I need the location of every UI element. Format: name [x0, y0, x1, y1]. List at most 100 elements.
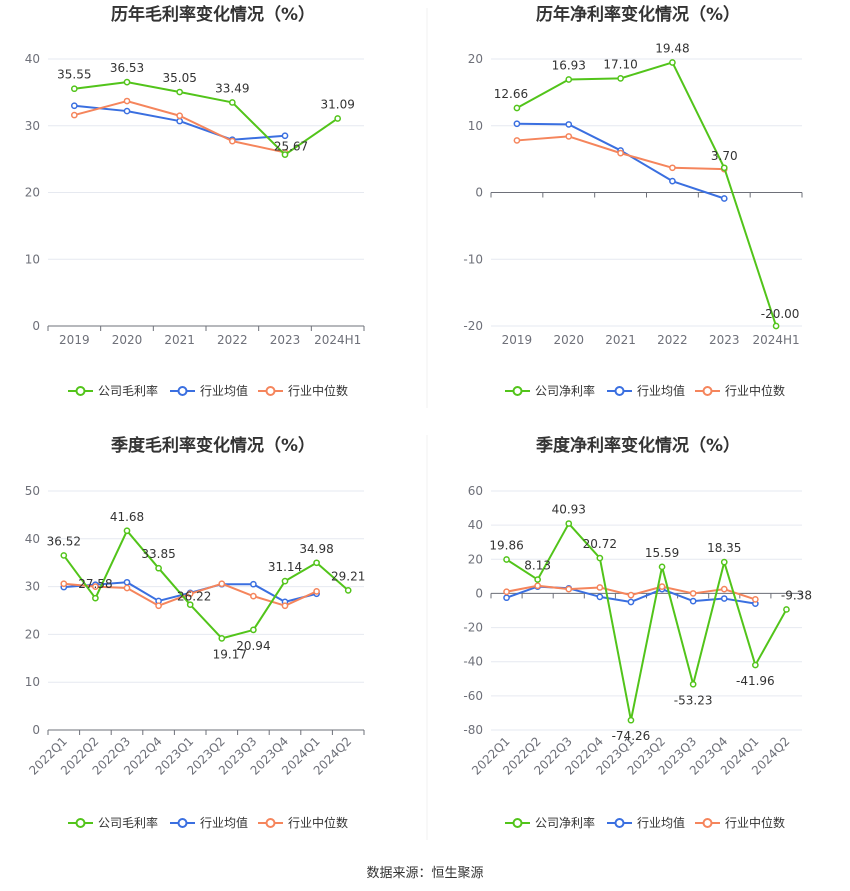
- legend-label: 行业中位数: [725, 815, 785, 830]
- data-point[interactable]: [534, 576, 542, 583]
- data-point[interactable]: [228, 99, 236, 106]
- data-point[interactable]: [596, 554, 604, 562]
- data-point[interactable]: [720, 585, 728, 593]
- data-point[interactable]: [720, 164, 728, 172]
- legend-item-company[interactable]: 公司毛利率: [68, 815, 158, 830]
- data-point[interactable]: [720, 595, 728, 602]
- data-point[interactable]: [70, 85, 78, 93]
- data-point[interactable]: [669, 59, 676, 66]
- data-point[interactable]: [334, 115, 342, 122]
- data-point[interactable]: [281, 151, 289, 159]
- data-point[interactable]: [689, 680, 697, 688]
- series-line-company: [516, 61, 778, 327]
- data-point[interactable]: [534, 582, 542, 590]
- data-point[interactable]: [123, 107, 131, 115]
- data-point[interactable]: [596, 584, 604, 591]
- data-point[interactable]: [123, 97, 131, 105]
- data-point[interactable]: [313, 559, 320, 567]
- data-point[interactable]: [617, 75, 624, 82]
- data-point[interactable]: [186, 601, 194, 609]
- data-point[interactable]: [689, 597, 697, 605]
- legend-item-company[interactable]: 公司毛利率: [68, 383, 158, 398]
- legend-item-industry-median[interactable]: 行业中位数: [695, 815, 785, 830]
- legend-item-industry-avg[interactable]: 行业均值: [170, 815, 248, 830]
- data-point[interactable]: [250, 592, 257, 600]
- data-point[interactable]: [123, 527, 131, 535]
- data-point[interactable]: [503, 556, 510, 563]
- data-point[interactable]: [176, 112, 184, 120]
- data-point[interactable]: [228, 137, 236, 145]
- legend-item-industry-avg[interactable]: 行业均值: [607, 815, 685, 830]
- data-point[interactable]: [176, 117, 184, 125]
- data-point[interactable]: [281, 602, 289, 610]
- data-point[interactable]: [60, 552, 68, 559]
- data-point[interactable]: [627, 591, 635, 599]
- data-point[interactable]: [70, 102, 78, 110]
- data-point[interactable]: [513, 104, 521, 112]
- data-point[interactable]: [218, 580, 226, 588]
- chart-title: 历年净利率变化情况（%）: [536, 4, 740, 25]
- legend-item-industry-avg[interactable]: 行业均值: [170, 383, 248, 398]
- data-point[interactable]: [689, 590, 697, 597]
- data-point[interactable]: [720, 558, 728, 566]
- data-point[interactable]: [503, 594, 510, 602]
- data-label: 35.05: [162, 71, 196, 85]
- legend-marker-icon: [265, 818, 276, 828]
- data-point[interactable]: [123, 584, 131, 592]
- data-point[interactable]: [344, 587, 352, 594]
- data-point[interactable]: [281, 132, 289, 140]
- data-point[interactable]: [92, 583, 99, 590]
- data-point[interactable]: [596, 593, 604, 601]
- data-point[interactable]: [70, 111, 78, 119]
- chart-title: 季度毛利率变化情况（%）: [111, 435, 315, 456]
- data-point[interactable]: [720, 195, 728, 202]
- data-point[interactable]: [565, 121, 573, 128]
- x-tick-label: 2024H1: [314, 333, 361, 347]
- data-point[interactable]: [752, 661, 759, 669]
- data-point[interactable]: [617, 149, 624, 157]
- legend-item-industry-median[interactable]: 行业中位数: [258, 815, 348, 830]
- data-point[interactable]: [565, 585, 573, 593]
- data-label: 3.70: [711, 149, 738, 163]
- data-point[interactable]: [565, 133, 573, 140]
- legend-item-industry-median[interactable]: 行业中位数: [695, 383, 785, 398]
- data-point[interactable]: [155, 602, 162, 610]
- data-point[interactable]: [752, 596, 759, 603]
- data-point[interactable]: [123, 78, 131, 86]
- data-point[interactable]: [669, 164, 676, 172]
- data-point[interactable]: [783, 606, 790, 613]
- data-point[interactable]: [772, 322, 780, 330]
- data-point[interactable]: [513, 120, 521, 128]
- data-label: 34.98: [299, 542, 333, 556]
- data-point[interactable]: [313, 588, 320, 595]
- data-point[interactable]: [627, 716, 635, 724]
- legend-item-company[interactable]: 公司净利率: [505, 815, 595, 830]
- data-point[interactable]: [565, 520, 573, 527]
- data-point[interactable]: [503, 588, 510, 596]
- data-label: 36.52: [47, 534, 81, 548]
- data-point[interactable]: [627, 598, 635, 606]
- legend-item-industry-median[interactable]: 行业中位数: [258, 383, 348, 398]
- legend-marker-icon: [614, 818, 625, 828]
- data-point[interactable]: [250, 626, 257, 634]
- legend-item-company[interactable]: 公司净利率: [505, 383, 595, 398]
- data-point[interactable]: [176, 88, 184, 96]
- data-point[interactable]: [218, 635, 226, 642]
- data-point[interactable]: [281, 577, 289, 585]
- data-point[interactable]: [669, 177, 676, 185]
- data-point[interactable]: [565, 76, 573, 83]
- data-point[interactable]: [513, 137, 521, 144]
- data-point[interactable]: [60, 580, 68, 588]
- data-label: 41.68: [110, 510, 144, 524]
- data-point[interactable]: [92, 594, 99, 602]
- data-point[interactable]: [155, 564, 162, 572]
- legend-item-industry-avg[interactable]: 行业均值: [607, 383, 685, 398]
- chart-panel-2: 历年净利率变化情况（%） -20 -10 0 10 20 2019 2020 2021 2022 2…: [463, 4, 803, 398]
- chart-title: 季度净利率变化情况（%）: [536, 435, 740, 456]
- data-point[interactable]: [658, 563, 666, 571]
- data-point[interactable]: [658, 583, 666, 590]
- legend-marker-icon: [75, 386, 86, 396]
- data-point[interactable]: [123, 578, 131, 586]
- data-point[interactable]: [250, 580, 257, 588]
- data-point[interactable]: [186, 590, 194, 598]
